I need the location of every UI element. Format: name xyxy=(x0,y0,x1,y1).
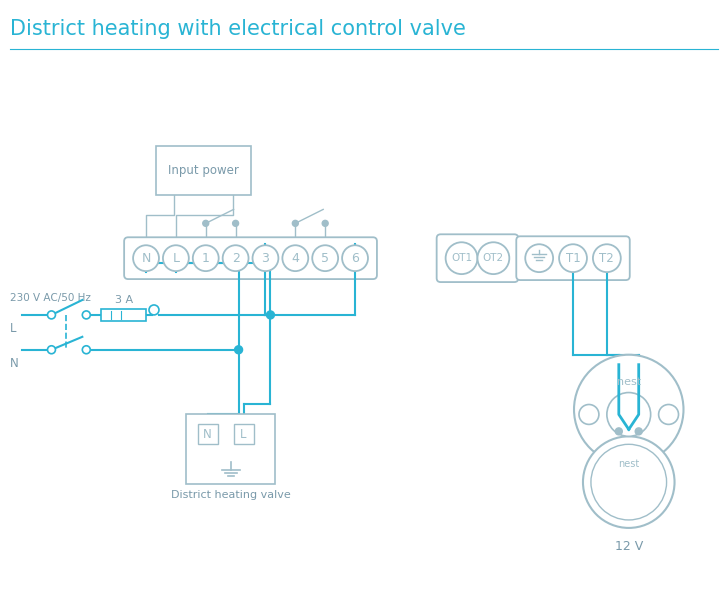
Text: OT1: OT1 xyxy=(451,253,472,263)
Circle shape xyxy=(253,245,278,271)
Text: L: L xyxy=(173,252,179,265)
Circle shape xyxy=(478,242,510,274)
FancyBboxPatch shape xyxy=(234,424,253,444)
Circle shape xyxy=(525,244,553,272)
Circle shape xyxy=(559,244,587,272)
Text: OT2: OT2 xyxy=(483,253,504,263)
Circle shape xyxy=(282,245,308,271)
Circle shape xyxy=(579,405,599,424)
Circle shape xyxy=(342,245,368,271)
Circle shape xyxy=(149,305,159,315)
Circle shape xyxy=(82,346,90,354)
Circle shape xyxy=(223,245,248,271)
Circle shape xyxy=(446,242,478,274)
Circle shape xyxy=(234,346,242,354)
Text: T1: T1 xyxy=(566,252,580,265)
Text: District heating valve: District heating valve xyxy=(171,490,290,500)
Text: 1: 1 xyxy=(202,252,210,265)
Circle shape xyxy=(593,244,621,272)
Text: 4: 4 xyxy=(291,252,299,265)
Circle shape xyxy=(615,428,622,435)
Circle shape xyxy=(636,428,642,435)
Circle shape xyxy=(47,311,55,319)
Text: N: N xyxy=(141,252,151,265)
Circle shape xyxy=(583,437,675,528)
Circle shape xyxy=(574,355,684,465)
Text: 6: 6 xyxy=(351,252,359,265)
Circle shape xyxy=(293,220,298,226)
Text: 3 A: 3 A xyxy=(114,295,132,305)
Circle shape xyxy=(266,311,274,319)
Text: nest: nest xyxy=(618,459,639,469)
FancyBboxPatch shape xyxy=(437,234,518,282)
Circle shape xyxy=(163,245,189,271)
Circle shape xyxy=(312,245,338,271)
Circle shape xyxy=(659,405,678,424)
Text: nest: nest xyxy=(617,377,641,387)
Text: District heating with electrical control valve: District heating with electrical control… xyxy=(9,19,465,39)
Text: 2: 2 xyxy=(232,252,240,265)
FancyBboxPatch shape xyxy=(101,309,146,321)
Text: 230 V AC/50 Hz: 230 V AC/50 Hz xyxy=(9,293,90,303)
Text: 3: 3 xyxy=(261,252,269,265)
Text: L: L xyxy=(240,428,247,441)
FancyBboxPatch shape xyxy=(186,415,275,484)
Text: Input power: Input power xyxy=(168,164,239,177)
Text: N: N xyxy=(203,428,212,441)
Text: L: L xyxy=(9,323,16,336)
Text: N: N xyxy=(9,357,18,370)
Text: 12 V: 12 V xyxy=(614,540,643,553)
Circle shape xyxy=(203,220,209,226)
FancyBboxPatch shape xyxy=(124,237,377,279)
FancyBboxPatch shape xyxy=(156,146,250,195)
Circle shape xyxy=(607,393,651,437)
Circle shape xyxy=(591,444,667,520)
Circle shape xyxy=(82,311,90,319)
FancyBboxPatch shape xyxy=(516,236,630,280)
FancyBboxPatch shape xyxy=(198,424,218,444)
Text: 5: 5 xyxy=(321,252,329,265)
FancyBboxPatch shape xyxy=(614,461,644,475)
Circle shape xyxy=(193,245,218,271)
Circle shape xyxy=(233,220,239,226)
Text: T2: T2 xyxy=(599,252,614,265)
Circle shape xyxy=(323,220,328,226)
Circle shape xyxy=(133,245,159,271)
Circle shape xyxy=(47,346,55,354)
